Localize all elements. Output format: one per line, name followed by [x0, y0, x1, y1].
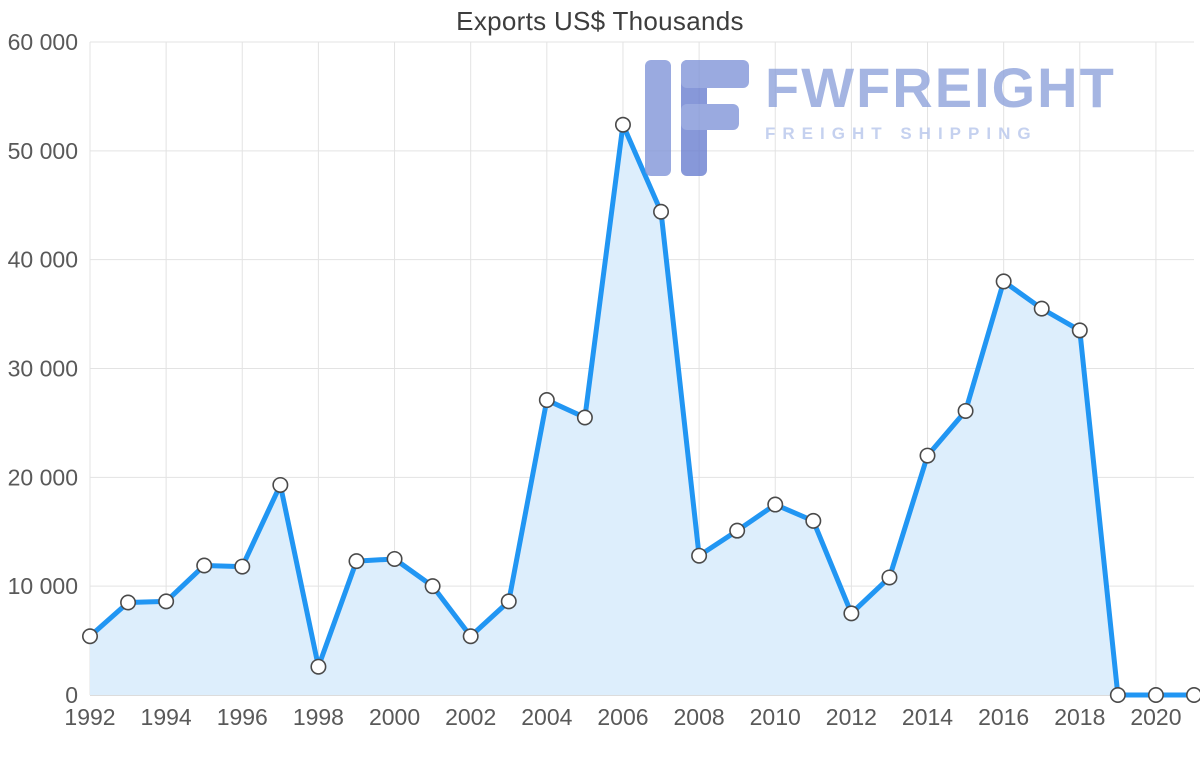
data-point: [1109, 686, 1126, 703]
x-tick-label: 1998: [293, 704, 344, 730]
x-tick-label: 2004: [521, 704, 572, 730]
x-tick-label: 2000: [369, 704, 420, 730]
x-tick-label: 2008: [674, 704, 725, 730]
x-tick-label: 2014: [902, 704, 953, 730]
data-point: [614, 116, 631, 133]
data-point: [691, 547, 708, 564]
x-tick-label: 2006: [597, 704, 648, 730]
data-point: [500, 593, 517, 610]
y-tick-label: 50 000: [8, 138, 78, 164]
x-tick-label: 2012: [826, 704, 877, 730]
data-point: [538, 392, 555, 409]
data-point: [386, 550, 403, 567]
data-point: [843, 605, 860, 622]
data-point: [919, 447, 936, 464]
data-point: [957, 402, 974, 419]
data-point: [576, 409, 593, 426]
data-point: [805, 512, 822, 529]
x-tick-label: 1994: [141, 704, 192, 730]
x-axis-labels: 1992 1994 1996 1998 2000 2002 2004 2006 2008 2010…: [64, 704, 1181, 730]
data-point: [729, 522, 746, 539]
area-fill: [90, 124, 1194, 696]
x-tick-label: 1996: [217, 704, 268, 730]
data-point: [995, 273, 1012, 290]
data-point-markers: [82, 116, 1200, 703]
x-tick-label: 2002: [445, 704, 496, 730]
data-point: [767, 496, 784, 513]
data-point: [272, 476, 289, 493]
x-tick-label: 2010: [750, 704, 801, 730]
y-tick-label: 30 000: [8, 356, 78, 382]
data-point: [1186, 687, 1200, 703]
data-point: [462, 628, 479, 645]
y-tick-label: 40 000: [8, 247, 78, 273]
data-point: [424, 578, 441, 595]
data-point: [653, 203, 670, 220]
data-point: [1071, 322, 1088, 339]
x-tick-label: 2018: [1054, 704, 1105, 730]
data-point: [234, 558, 251, 575]
data-point: [310, 658, 327, 675]
y-tick-label: 10 000: [8, 573, 78, 599]
data-point: [196, 557, 213, 574]
x-tick-label: 2016: [978, 704, 1029, 730]
y-tick-label: 0: [65, 682, 78, 708]
chart-title: Exports US$ Thousands: [456, 6, 744, 36]
y-tick-label: 20 000: [8, 464, 78, 490]
data-point: [82, 628, 99, 645]
data-point: [120, 594, 137, 611]
data-point: [1147, 686, 1164, 703]
x-tick-label: 2020: [1130, 704, 1181, 730]
y-tick-label: 60 000: [8, 29, 78, 55]
data-point: [158, 593, 175, 610]
y-axis-labels: 0 10 000 20 000 30 000 40 000 50 000 60 000: [8, 29, 78, 708]
data-point: [881, 569, 898, 586]
x-tick-label: 1992: [64, 704, 115, 730]
data-point: [1033, 300, 1050, 317]
data-point: [348, 553, 365, 570]
